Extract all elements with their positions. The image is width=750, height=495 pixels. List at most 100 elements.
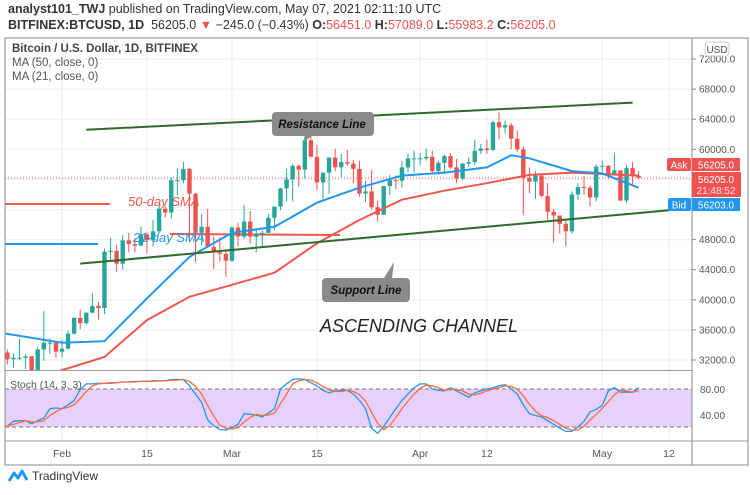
- candle-body: [581, 186, 587, 188]
- candle-body: [102, 251, 107, 309]
- candle-body: [417, 158, 423, 160]
- candle: [508, 122, 514, 150]
- candle-body: [575, 186, 581, 195]
- candle: [53, 342, 59, 358]
- support-line[interactable]: [80, 209, 670, 265]
- chart-legend-title: Bitcoin / U.S. Dollar, 1D, BITFINEX: [12, 43, 198, 55]
- candle-body: [23, 356, 28, 358]
- candle: [339, 153, 344, 178]
- candle: [320, 172, 326, 199]
- price-tick-label: 60000.0: [699, 145, 736, 156]
- candle-body: [308, 140, 314, 157]
- last-price-tag: 56205.0: [698, 175, 735, 186]
- legend-ma50[interactable]: MA (50, close, 0): [12, 57, 99, 69]
- candle: [569, 191, 575, 234]
- candle-body: [11, 357, 16, 360]
- author-name[interactable]: analyst101_TWJ: [8, 2, 106, 16]
- candle: [296, 164, 301, 187]
- candle-body: [302, 140, 307, 170]
- candle-body: [260, 232, 265, 234]
- price-change: −245.0 (−0.43%): [215, 18, 309, 32]
- bid-marker: Bid 56203.0: [668, 198, 740, 212]
- candle: [345, 150, 350, 166]
- usd-badge: USD: [704, 41, 730, 57]
- candle: [478, 144, 484, 154]
- candle: [600, 160, 605, 172]
- candle-body: [211, 247, 216, 253]
- time-axis[interactable]: Feb 15 Mar 15 Apr 12 May 12: [53, 448, 675, 460]
- channel-label: ASCENDING CHANNEL: [319, 316, 518, 336]
- candle-body: [144, 234, 150, 241]
- candle: [527, 167, 532, 193]
- candle: [314, 144, 320, 190]
- candle: [156, 204, 162, 233]
- candle: [90, 293, 95, 314]
- chart-frame: [4, 37, 749, 466]
- candle: [466, 157, 471, 167]
- legend-ma21[interactable]: MA (21, close, 0): [12, 71, 99, 83]
- candle-body: [193, 193, 198, 233]
- resistance-label: Resistance Line: [278, 119, 366, 131]
- candle: [490, 120, 496, 151]
- candle: [442, 154, 447, 175]
- candle-body: [490, 122, 496, 151]
- high-label: H:: [374, 18, 388, 32]
- candle-body: [369, 191, 374, 208]
- candle: [484, 139, 490, 154]
- candle: [126, 232, 131, 253]
- candle-body: [521, 149, 526, 178]
- candle-body: [217, 252, 223, 254]
- candle: [575, 183, 581, 200]
- tradingview-brand[interactable]: TradingView: [8, 469, 98, 483]
- candle: [175, 168, 180, 196]
- candle-body: [272, 206, 277, 218]
- price-axis[interactable]: 72000.0 68000.0 64000.0 60000.0 48000.0 44000…: [692, 55, 736, 367]
- candle-body: [96, 305, 101, 309]
- time-tick-label: 15: [311, 448, 323, 460]
- open-value: 56451.0: [326, 18, 372, 32]
- candle: [78, 309, 83, 330]
- close-label: C:: [497, 18, 511, 32]
- candle-body: [223, 253, 229, 261]
- candle: [120, 235, 125, 270]
- candle: [193, 192, 198, 263]
- candle: [496, 112, 502, 140]
- candle: [636, 171, 641, 180]
- candle-body: [175, 180, 180, 182]
- candle: [266, 214, 271, 233]
- candle-body: [508, 125, 514, 139]
- time-tick-label: Mar: [223, 448, 242, 460]
- candle: [308, 136, 314, 157]
- bid-label: Bid: [672, 201, 686, 212]
- candle: [545, 183, 550, 221]
- candle-body: [241, 221, 247, 237]
- candle: [260, 230, 265, 247]
- candle: [430, 150, 435, 173]
- candle-body: [5, 352, 10, 360]
- candle-body: [138, 234, 144, 246]
- currency-label: USD: [706, 45, 727, 56]
- stoch-tick-80: 80.00: [700, 385, 725, 396]
- down-arrow-icon: ▼: [199, 18, 213, 32]
- price-tick-label: 40000.0: [699, 295, 736, 306]
- candle: [247, 211, 253, 244]
- candle-body: [387, 180, 392, 187]
- candle-body: [345, 162, 350, 164]
- candle: [132, 238, 138, 253]
- candle-body: [41, 342, 46, 350]
- candle: [102, 248, 107, 315]
- candle: [138, 226, 144, 247]
- publish-info: analyst101_TWJ published on TradingView.…: [8, 2, 441, 16]
- candle-body: [65, 333, 71, 349]
- candle-body: [484, 148, 490, 151]
- support-callout: Support Line: [322, 262, 410, 302]
- stoch-label: Stoch (14, 3, 3): [10, 379, 82, 391]
- ma50-line: [58, 171, 639, 370]
- candle: [17, 338, 22, 360]
- price-tick-label: 72000.0: [699, 55, 736, 66]
- price-tick-label: 68000.0: [699, 85, 736, 96]
- candle: [357, 160, 362, 197]
- candle: [235, 223, 241, 247]
- last-price-marker: 56205.0 21:48:52: [692, 172, 741, 197]
